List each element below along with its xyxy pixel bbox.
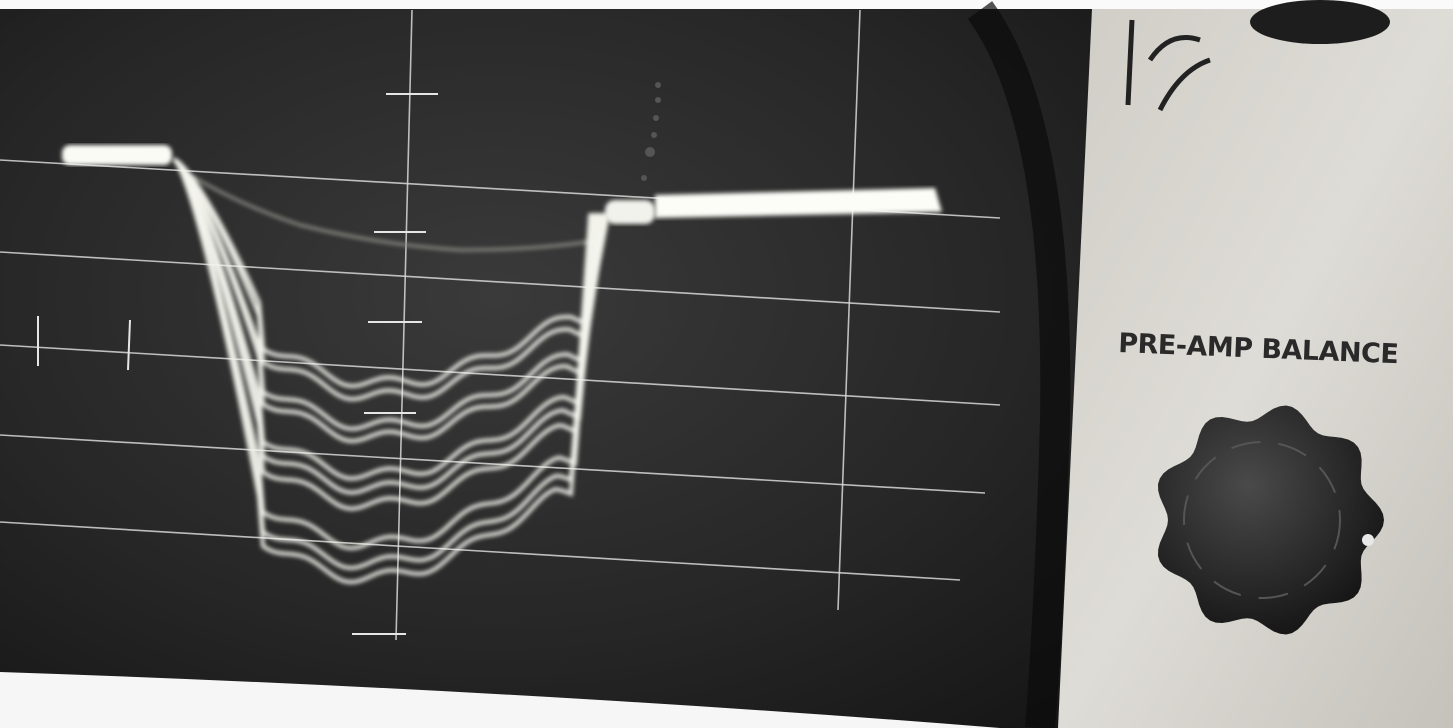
trace	[173, 158, 604, 444]
bezel	[967, 1, 1071, 728]
grid-line	[395, 9, 413, 641]
flat-trace	[62, 145, 172, 165]
graticule	[0, 9, 1001, 641]
connector	[1250, 0, 1390, 44]
grid-line	[0, 434, 986, 494]
page-margin-top	[0, 0, 1453, 9]
flat-trace	[605, 200, 655, 224]
knob-ring	[1183, 441, 1341, 599]
bright-segments	[62, 145, 942, 224]
tick	[127, 319, 131, 371]
trace	[173, 158, 600, 495]
knob	[1158, 405, 1384, 635]
grid-line	[0, 521, 961, 581]
trace	[173, 158, 602, 481]
trace	[173, 158, 606, 431]
trace	[173, 158, 608, 402]
wires	[1125, 19, 1211, 112]
trace	[173, 158, 610, 389]
traces	[173, 158, 610, 585]
trace	[173, 158, 592, 585]
trace	[173, 158, 596, 551]
bright-bar	[655, 188, 942, 218]
grid-line	[0, 251, 1001, 313]
knob-marker	[1362, 534, 1374, 546]
grid-line	[0, 344, 1001, 406]
trace	[173, 158, 594, 571]
faint-trace	[189, 173, 601, 252]
grid-line	[837, 9, 861, 611]
page-margin	[0, 672, 1000, 728]
screen-dots	[641, 82, 661, 181]
trace	[173, 158, 598, 511]
